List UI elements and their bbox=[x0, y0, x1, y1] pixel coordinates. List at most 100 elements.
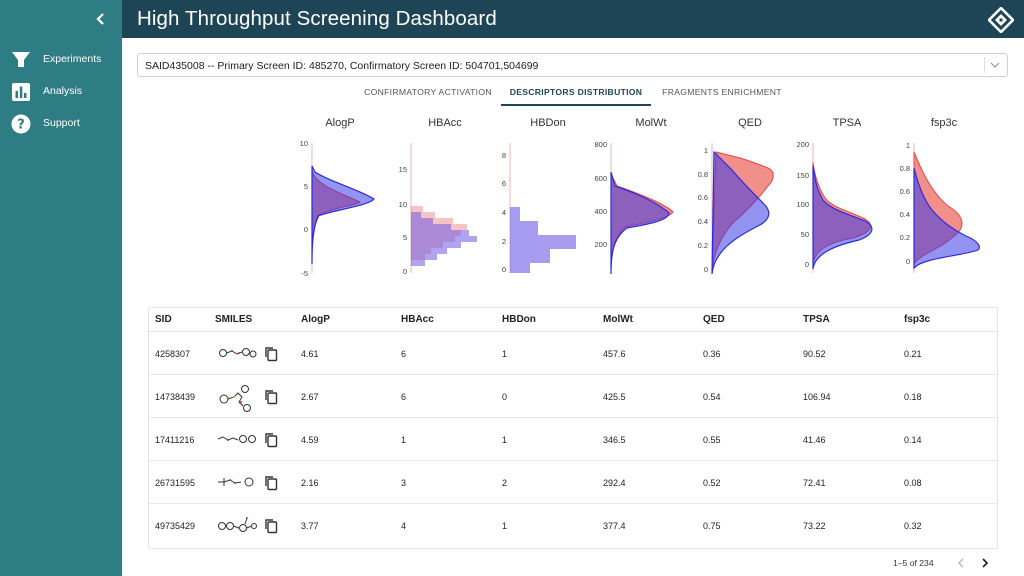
help-icon: ? bbox=[10, 113, 32, 135]
cell-hbacc: 4 bbox=[401, 521, 407, 531]
bar bbox=[510, 263, 530, 273]
copy-icon[interactable] bbox=[264, 346, 278, 362]
svg-text:?: ? bbox=[17, 118, 25, 133]
column-header-qed[interactable]: QED bbox=[703, 314, 725, 325]
cell-tpsa: 41.46 bbox=[803, 435, 826, 445]
tick-label: 4 bbox=[502, 208, 506, 217]
compounds-table: SID SMILES AlogP HBAcc HBDon MolWt QED T… bbox=[148, 307, 998, 549]
cell-alogp: 2.67 bbox=[301, 392, 319, 402]
chevron-left-icon bbox=[96, 13, 104, 25]
tick-label: 50 bbox=[801, 230, 809, 239]
sidebar-item-experiments[interactable]: Experiments bbox=[0, 46, 122, 74]
bar bbox=[411, 212, 435, 218]
bar bbox=[510, 221, 538, 235]
copy-icon[interactable] bbox=[264, 475, 278, 491]
next-page-button[interactable] bbox=[978, 556, 992, 570]
column-header-fsp3c[interactable]: fsp3c bbox=[904, 314, 931, 325]
bar bbox=[510, 207, 520, 221]
chart-fsp3c-plot: 1 0.8 0.6 0.4 0.2 0 bbox=[900, 141, 980, 273]
cell-fsp3c: 0.32 bbox=[904, 521, 922, 531]
table-header: SID SMILES AlogP HBAcc HBDon MolWt QED T… bbox=[149, 308, 997, 332]
select-divider bbox=[984, 57, 985, 73]
tab-confirmatory-activation[interactable]: CONFIRMATORY ACTIVATION bbox=[364, 87, 492, 97]
bar bbox=[411, 254, 437, 260]
tab-fragments-enrichment[interactable]: FRAGMENTS ENRICHMENT bbox=[662, 87, 782, 97]
logo-icon bbox=[988, 7, 1014, 33]
cell-sid: 4258307 bbox=[155, 349, 191, 359]
series-blue-density bbox=[311, 165, 375, 265]
bar bbox=[411, 224, 451, 230]
cell-hbacc: 6 bbox=[401, 349, 407, 359]
cell-qed: 0.55 bbox=[703, 435, 721, 445]
cell-hbdon: 0 bbox=[502, 392, 508, 402]
cell-fsp3c: 0.08 bbox=[904, 478, 922, 488]
tick-label: 600 bbox=[594, 174, 607, 183]
column-header-hbdon[interactable]: HBDon bbox=[502, 314, 536, 325]
copy-icon[interactable] bbox=[264, 389, 278, 405]
cell-alogp: 4.61 bbox=[301, 349, 319, 359]
tick-label: 1 bbox=[906, 141, 910, 150]
tick-label: 200 bbox=[796, 140, 809, 149]
column-header-sid[interactable]: SID bbox=[155, 314, 172, 325]
tick-label: 0.4 bbox=[900, 210, 910, 219]
tick-label: 0.2 bbox=[698, 241, 708, 250]
bar bbox=[411, 242, 461, 248]
chart-molwt: MolWt 800 600 400 200 bbox=[594, 114, 685, 289]
copy-icon[interactable] bbox=[264, 432, 278, 448]
tab-descriptors-distribution[interactable]: DESCRIPTORS DISTRIBUTION bbox=[501, 84, 651, 106]
pagination-info: 1–5 of 234 bbox=[893, 558, 934, 568]
column-header-alogp[interactable]: AlogP bbox=[301, 314, 330, 325]
cell-molwt: 425.5 bbox=[603, 392, 626, 402]
chart-title: AlogP bbox=[325, 117, 355, 129]
descriptor-charts: AlogP 10 5 0 -5 HBAcc 15 10 5 0 bbox=[290, 114, 990, 284]
series-bars bbox=[510, 207, 576, 273]
cell-hbdon: 2 bbox=[502, 478, 508, 488]
chart-qed: QED 1 0.8 0.6 0.4 0.2 0 bbox=[694, 114, 784, 289]
column-header-tpsa[interactable]: TPSA bbox=[803, 314, 830, 325]
chart-hbdon-plot: 8 6 4 2 0 bbox=[502, 143, 576, 274]
cell-sid: 14738439 bbox=[155, 392, 196, 402]
column-header-hbacc[interactable]: HBAcc bbox=[401, 314, 434, 325]
column-header-molwt[interactable]: MolWt bbox=[603, 314, 633, 325]
tick-label: 6 bbox=[502, 179, 506, 188]
previous-page-button[interactable] bbox=[954, 556, 968, 570]
table-row: 49735429 3.77 4 1 377.4 0.75 73.22 0.32 bbox=[149, 504, 997, 547]
sidebar-item-analysis[interactable]: Analysis bbox=[0, 78, 122, 106]
chart-title: QED bbox=[738, 117, 762, 129]
sidebar-item-label: Analysis bbox=[43, 85, 83, 97]
chart-title: HBAcc bbox=[428, 117, 462, 129]
cell-tpsa: 72.41 bbox=[803, 478, 826, 488]
cell-hbacc: 3 bbox=[401, 478, 407, 488]
chart-hbacc: HBAcc 15 10 5 0 bbox=[397, 114, 487, 289]
series-blue-density bbox=[812, 165, 873, 270]
cell-fsp3c: 0.21 bbox=[904, 349, 922, 359]
collapse-sidebar-button[interactable] bbox=[90, 8, 112, 30]
cell-qed: 0.36 bbox=[703, 349, 721, 359]
tick-label: 400 bbox=[594, 207, 607, 216]
tick-label: 0.8 bbox=[698, 170, 708, 179]
chart-title: fsp3c bbox=[930, 117, 958, 129]
chart-title: HBDon bbox=[530, 117, 566, 129]
molecule-structure-icon bbox=[218, 477, 254, 487]
sidebar-item-support[interactable]: ? Support bbox=[0, 110, 122, 138]
cell-sid: 49735429 bbox=[155, 521, 196, 531]
tick-label: 2 bbox=[502, 237, 506, 246]
experiment-select[interactable]: SAID435008 -- Primary Screen ID: 485270,… bbox=[137, 53, 1008, 77]
cell-tpsa: 106.94 bbox=[803, 392, 831, 402]
cell-tpsa: 73.22 bbox=[803, 521, 826, 531]
column-header-smiles[interactable]: SMILES bbox=[215, 314, 253, 325]
tick-label: 0 bbox=[906, 257, 910, 266]
bar-chart-icon bbox=[10, 81, 32, 103]
bar bbox=[411, 206, 423, 212]
tick-label: 5 bbox=[403, 233, 407, 242]
tick-label: 0 bbox=[304, 225, 308, 234]
cell-alogp: 2.16 bbox=[301, 478, 319, 488]
chart-hbdon: HBDon 8 6 4 2 0 bbox=[496, 114, 586, 289]
cell-qed: 0.52 bbox=[703, 478, 721, 488]
series-blue-density bbox=[913, 167, 980, 270]
copy-icon[interactable] bbox=[264, 518, 278, 534]
cell-sid: 26731595 bbox=[155, 478, 196, 488]
tick-label: 15 bbox=[399, 165, 407, 174]
experiment-select-value: SAID435008 -- Primary Screen ID: 485270,… bbox=[145, 60, 539, 72]
tick-label: 10 bbox=[300, 139, 308, 148]
